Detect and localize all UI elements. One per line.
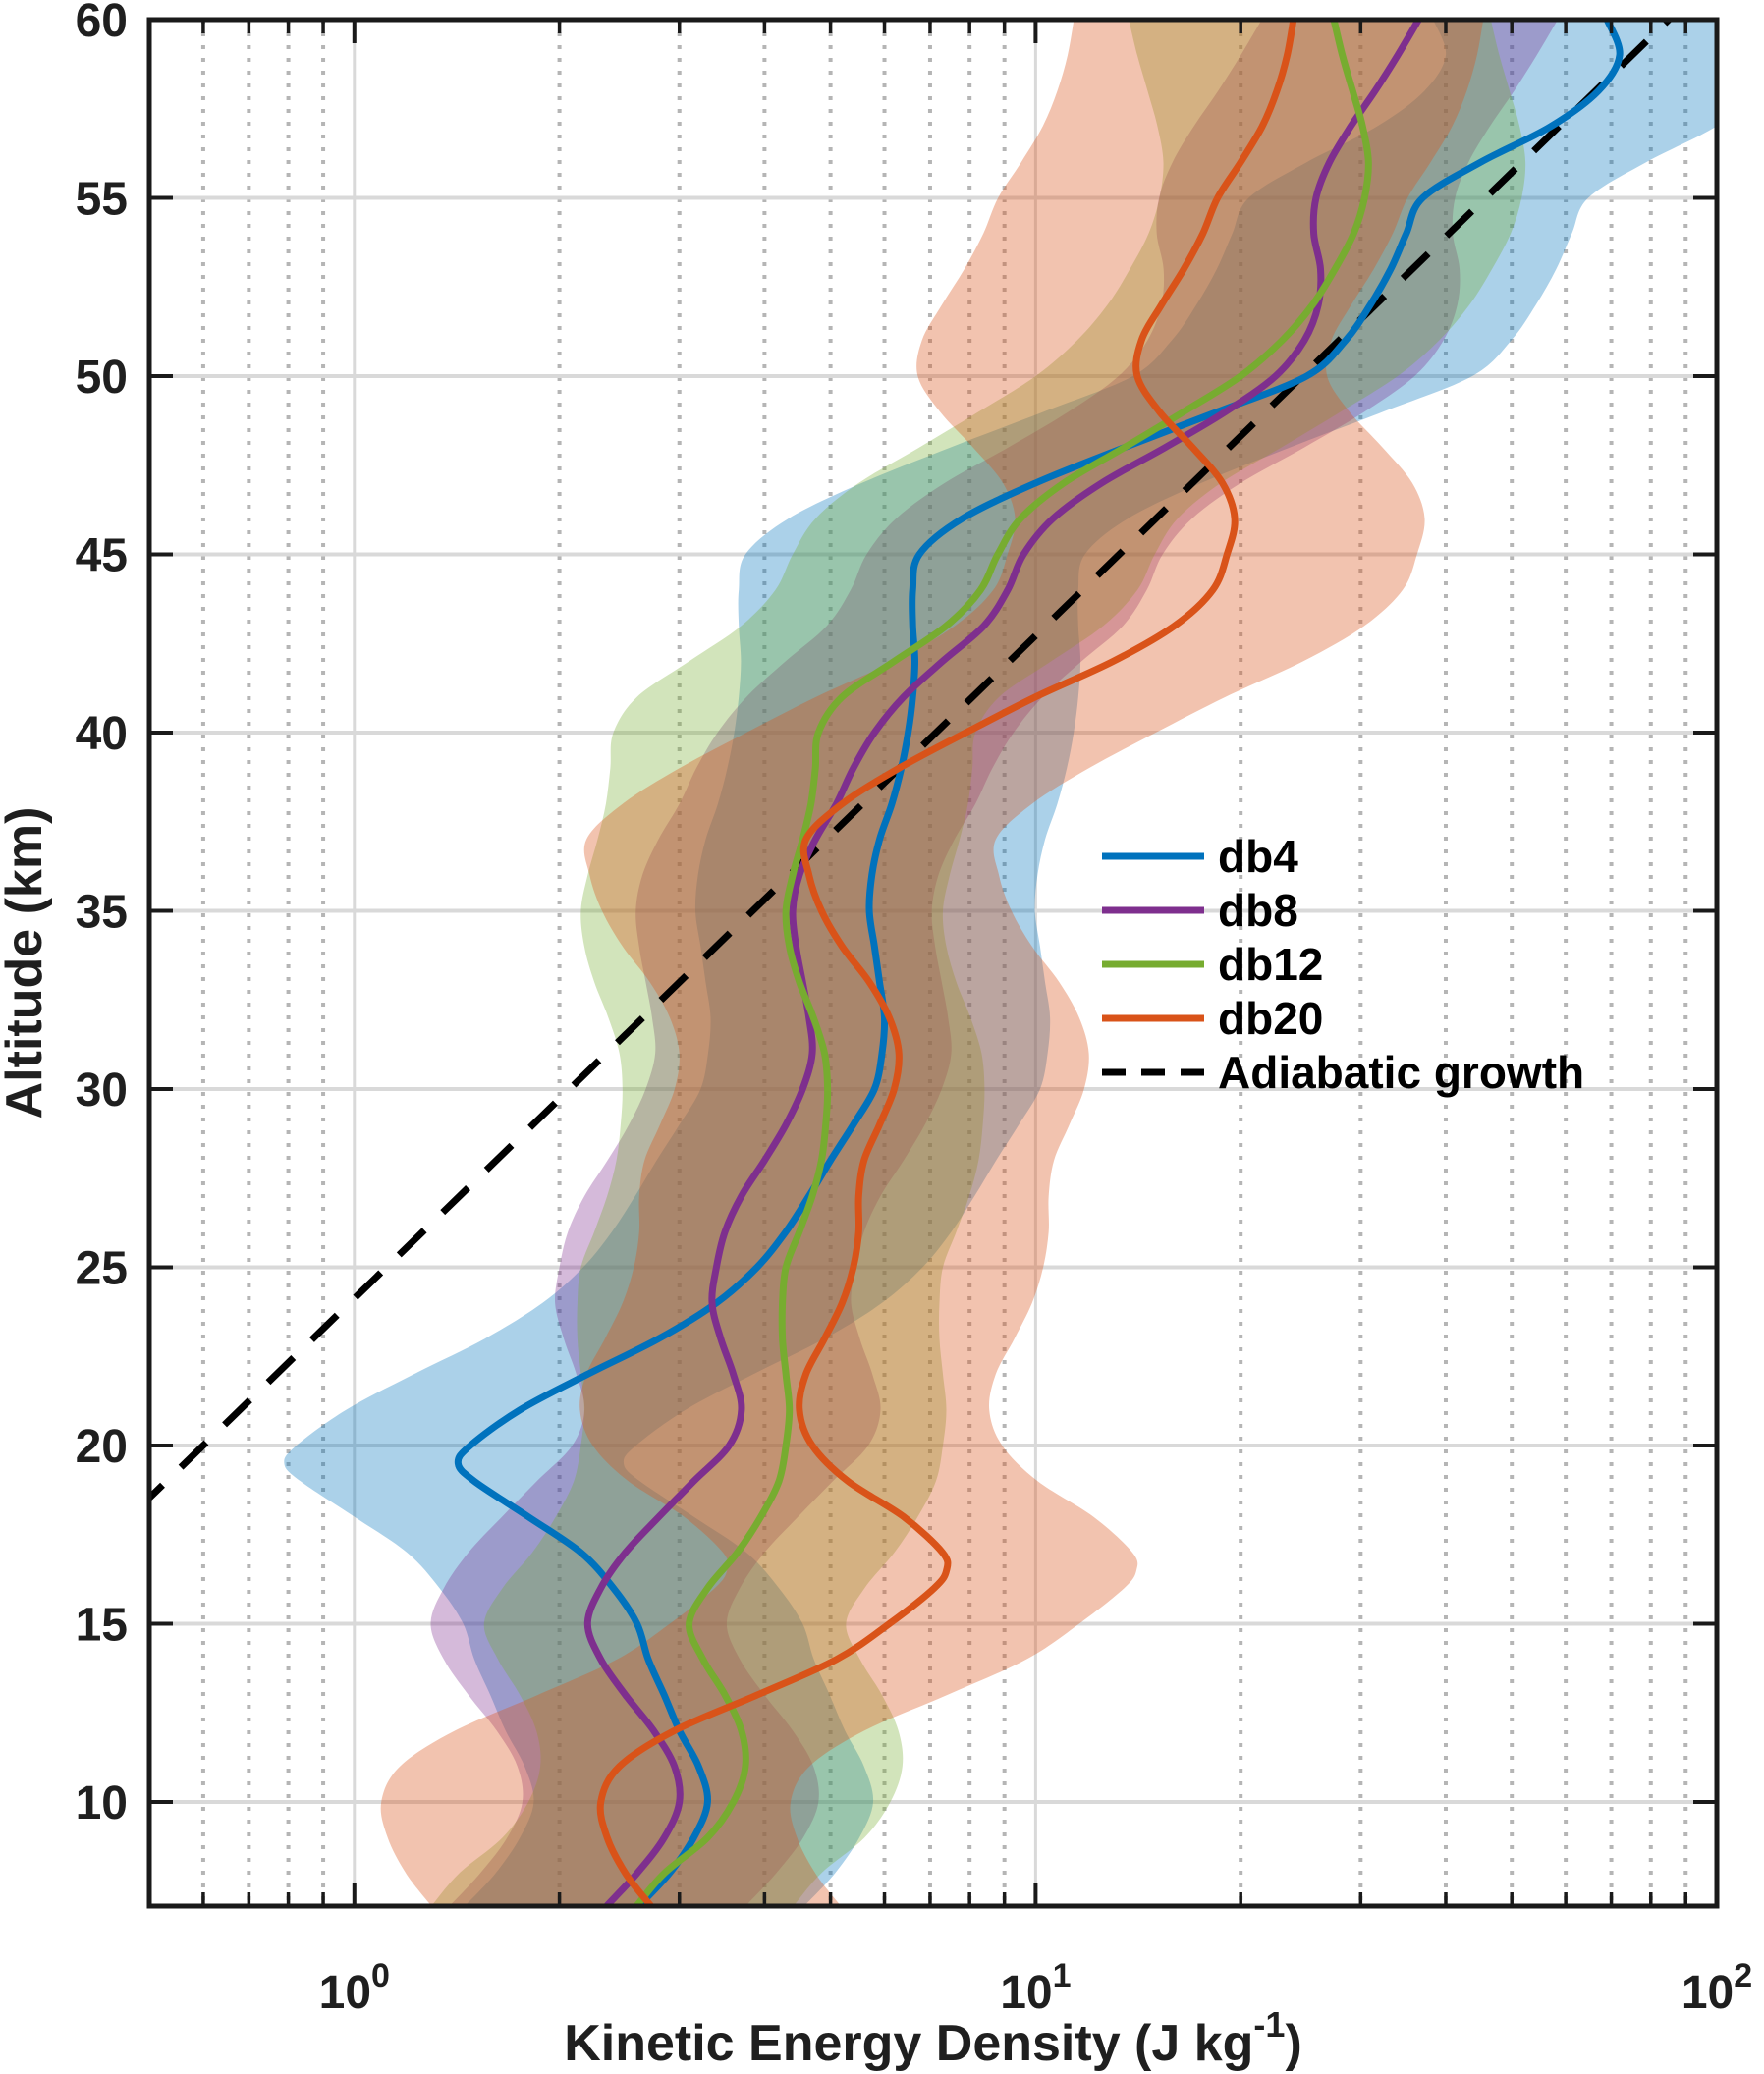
- y-tick-label: 30: [76, 1064, 128, 1117]
- y-tick-label: 60: [76, 0, 128, 47]
- legend-label: db8: [1218, 885, 1298, 936]
- y-tick-label: 35: [76, 887, 128, 939]
- y-tick-label: 40: [76, 708, 128, 760]
- legend-entry-db20: db20: [1102, 993, 1323, 1044]
- legend-label: Adiabatic growth: [1218, 1047, 1584, 1098]
- series-line-db12: [634, 20, 1372, 1906]
- series-line-db8: [583, 20, 1422, 1906]
- series-lines: [454, 20, 1624, 1906]
- plot-border: [146, 17, 1720, 1909]
- legend-entry-adiabatic-growth: Adiabatic growth: [1102, 1047, 1584, 1098]
- legend-label: db4: [1218, 831, 1298, 882]
- x-tick-label: 102: [1681, 1957, 1752, 2019]
- band-db4: [284, 20, 1717, 1906]
- uncertainty-bands: [284, 20, 1717, 1906]
- y-tick-label: 15: [76, 1600, 128, 1652]
- legend-entry-db12: db12: [1102, 939, 1323, 990]
- band-db12: [431, 20, 1526, 1906]
- legend-label: db20: [1218, 993, 1323, 1044]
- y-tick-label: 25: [76, 1243, 128, 1295]
- y-tick-label: 20: [76, 1421, 128, 1473]
- y-tick-label: 50: [76, 352, 128, 404]
- x-tick-label: 101: [1000, 1957, 1071, 2019]
- legend-label: db12: [1218, 939, 1323, 990]
- y-tick-label: 55: [76, 174, 128, 226]
- y-tick-label: 45: [76, 530, 128, 582]
- x-axis-label: Kinetic Energy Density (J kg-1): [564, 2004, 1302, 2072]
- legend-entry-db8: db8: [1102, 885, 1298, 936]
- x-tick-label: 100: [319, 1957, 390, 2019]
- tick-labels: 10 15 20 25 30 35 40 45 50 55 60 100 101 102: [76, 0, 1753, 2019]
- y-tick-label: 10: [76, 1777, 128, 1829]
- series-line-db20: [596, 20, 1297, 1906]
- legend-entry-db4: db4: [1102, 831, 1298, 882]
- band-db8: [430, 20, 1558, 1906]
- band-db20: [380, 20, 1484, 1906]
- axes: [146, 17, 1720, 1909]
- y-axis-label: Altitude (km): [0, 807, 53, 1119]
